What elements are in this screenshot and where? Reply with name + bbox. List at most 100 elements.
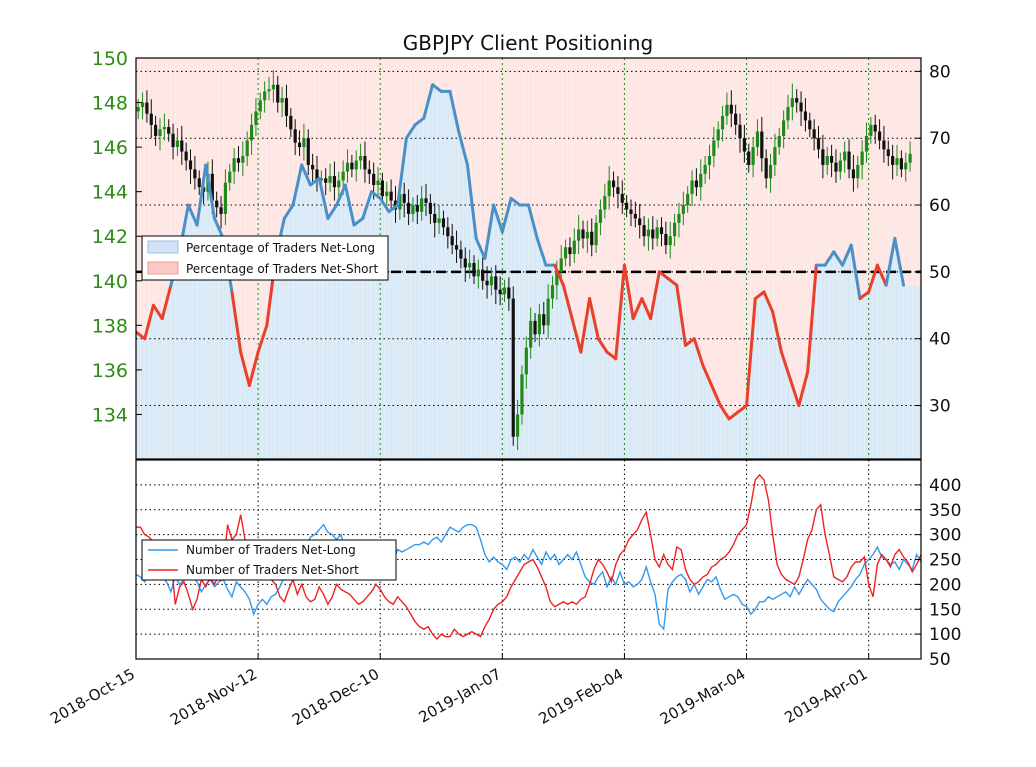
x-tick-label: 2019-Apr-01	[781, 665, 870, 727]
candle-body	[459, 249, 463, 259]
net-long-line-segment	[378, 196, 391, 214]
net-long-line-segment	[718, 404, 731, 421]
candle-body	[420, 198, 424, 212]
candle-body	[515, 414, 520, 437]
net-long-line-segment	[806, 263, 818, 374]
candle-body	[790, 98, 794, 108]
candle-body	[782, 120, 786, 136]
legend-net-long-swatch	[147, 240, 179, 254]
net-long-line-segment	[535, 236, 548, 267]
candle-body	[398, 193, 402, 210]
candle-body	[546, 298, 550, 326]
left-tick-label: 136	[92, 360, 128, 382]
net-long-line-segment	[640, 297, 653, 321]
x-tick-label: 2018-Oct-15	[47, 665, 138, 728]
candle-body	[319, 178, 323, 181]
candle-body	[563, 247, 568, 259]
candle-body	[873, 124, 877, 132]
net-long-line-segment	[492, 203, 504, 234]
candle-body	[354, 160, 358, 170]
candle-body	[555, 271, 559, 286]
left-tick-label: 134	[92, 404, 128, 426]
x-tick-label: 2019-Mar-04	[657, 665, 749, 728]
candle-body	[537, 314, 542, 335]
candle-body	[188, 160, 193, 170]
net-long-line-segment	[247, 350, 260, 387]
candle-body	[219, 207, 223, 214]
right-tick-label: 80	[929, 62, 951, 82]
net-long-line-segment	[596, 337, 609, 354]
candle-body	[851, 169, 856, 179]
candle-body	[502, 287, 507, 295]
legend-count-long-label: Number of Traders Net-Long	[186, 543, 356, 557]
candle-body	[681, 205, 685, 214]
candle-body	[167, 127, 171, 134]
candle-body	[315, 169, 319, 181]
candle-body	[572, 240, 576, 255]
x-tick-label: 2018-Nov-12	[167, 665, 260, 729]
candle-body	[136, 107, 140, 112]
candle-body	[533, 320, 537, 335]
candle-body	[834, 162, 838, 172]
candle-body	[712, 140, 716, 157]
net-long-line-segment	[343, 183, 356, 227]
net-long-line-segment	[745, 297, 757, 408]
candle-body	[180, 140, 184, 152]
candle-body	[520, 374, 524, 415]
left-tick-label: 138	[92, 315, 128, 337]
net-long-line-segment	[370, 190, 382, 200]
net-long-line-segment	[788, 377, 801, 408]
candle-body	[882, 140, 886, 150]
candle-body	[629, 209, 633, 214]
candle-body	[642, 225, 646, 237]
candle-body	[755, 131, 760, 148]
candle-body	[847, 151, 851, 170]
candle-body	[507, 287, 511, 299]
candle-body	[611, 180, 616, 188]
count-right-tick-label: 150	[929, 600, 961, 620]
price-panel: 134 136 138 140 142 144 146 148 150 30 40 50 60 70 80	[92, 48, 951, 460]
candle-body	[725, 104, 729, 116]
net-long-line-segment	[431, 83, 443, 93]
candle-body	[350, 162, 354, 170]
net-long-line-segment	[465, 163, 478, 240]
net-long-line-segment	[396, 136, 408, 207]
candle-body	[140, 102, 145, 108]
candle-body	[267, 89, 271, 92]
candle-body	[245, 140, 249, 157]
candle-body	[324, 178, 328, 183]
candle-body	[193, 169, 197, 179]
candle-body	[668, 236, 672, 246]
candle-body	[302, 138, 306, 148]
net-long-line-segment	[701, 363, 714, 387]
net-long-line-segment	[509, 196, 522, 207]
net-long-line-segment	[622, 263, 635, 321]
candle-body	[232, 158, 236, 172]
candle-body	[529, 320, 533, 348]
candle-body	[289, 115, 293, 130]
net-long-line-segment	[736, 404, 749, 414]
candle-body	[489, 276, 494, 286]
left-tick-label: 150	[92, 48, 128, 70]
net-long-line-segment	[291, 163, 304, 207]
legend-counts: Number of Traders Net-Long Number of Tra…	[141, 539, 397, 581]
candle-body	[293, 129, 297, 143]
right-tick-label: 60	[929, 196, 951, 216]
candle-body	[332, 176, 337, 188]
candle-body	[895, 158, 899, 165]
candle-body	[254, 111, 258, 125]
candle-body	[616, 187, 620, 194]
candle-body	[760, 131, 764, 159]
candle-body	[450, 236, 454, 246]
count-right-tick-label: 300	[929, 526, 961, 546]
candle-body	[306, 138, 310, 165]
right-tick-label: 30	[929, 397, 951, 417]
net-long-line-segment	[186, 203, 199, 227]
candle-body	[585, 231, 589, 239]
candle-body	[821, 149, 825, 165]
candle-body	[433, 213, 437, 223]
net-long-line-segment	[136, 330, 147, 341]
net-long-line-segment	[657, 270, 670, 281]
candle-body	[468, 262, 472, 268]
